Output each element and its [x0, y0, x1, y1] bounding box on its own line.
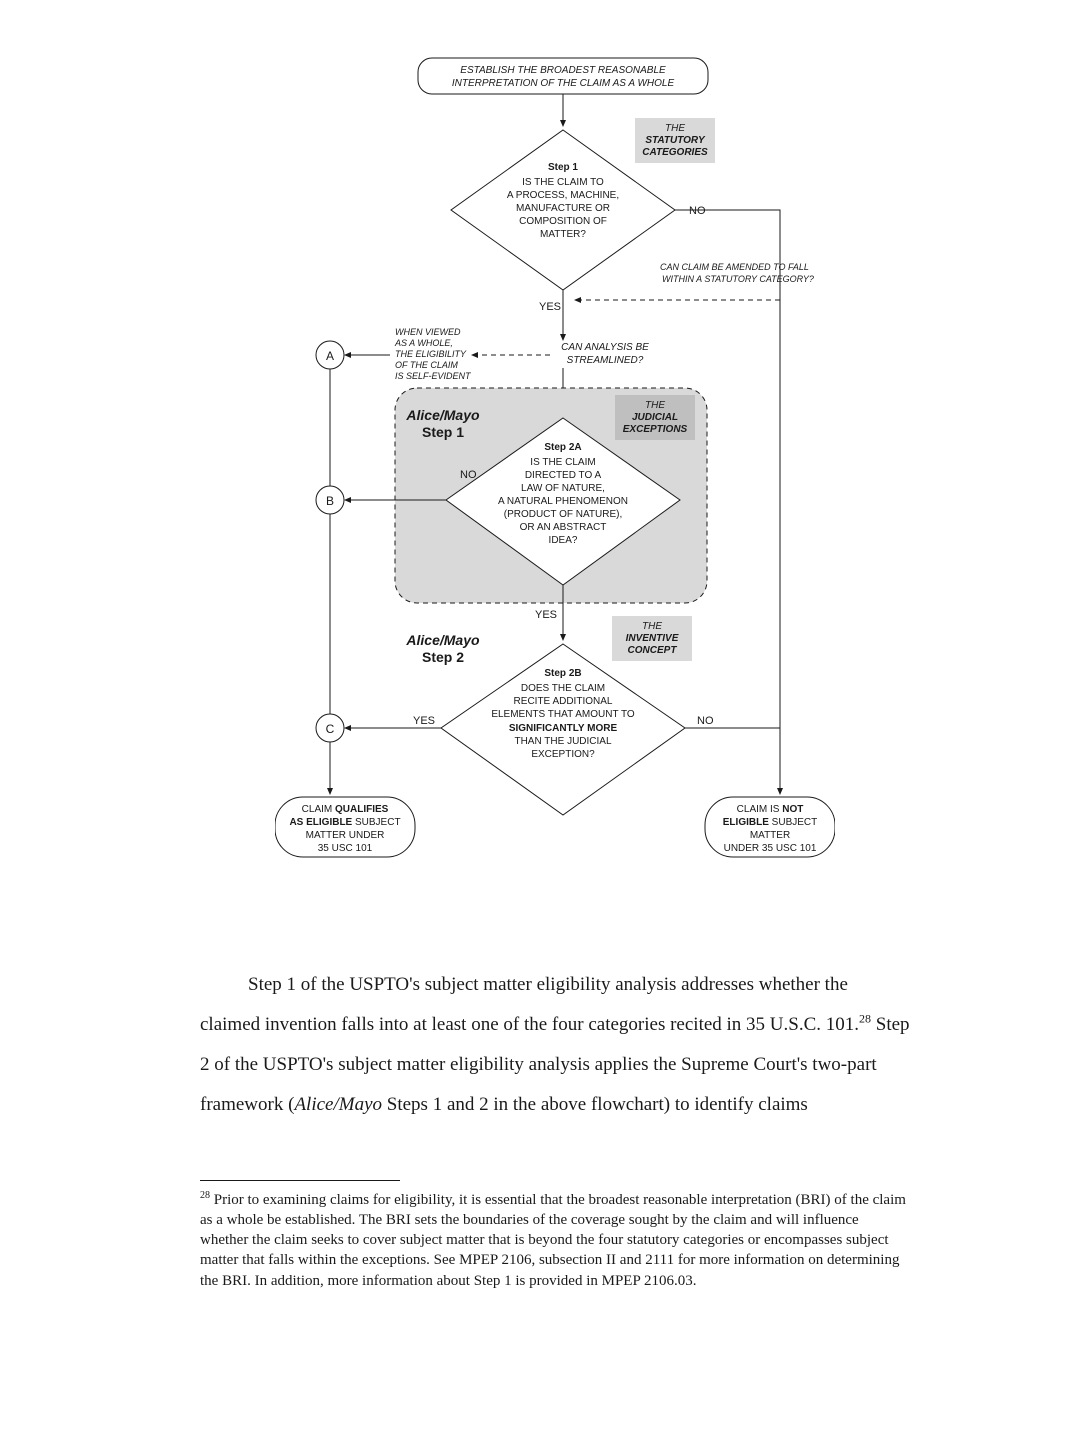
self-evident-text: WHEN VIEWED AS A WHOLE, THE ELIGIBILITY …	[394, 327, 472, 381]
svg-text:AS ELIGIBLE SUBJECT: AS ELIGIBLE SUBJECT	[289, 817, 400, 828]
step2b-no-label: NO	[697, 715, 714, 727]
step2a-yes-label: YES	[535, 609, 557, 621]
step1-l1: IS THE CLAIM TO	[522, 177, 604, 188]
start-text-l1: ESTABLISH THE BROADEST REASONABLE	[460, 65, 666, 76]
selfev-l5: IS SELF-EVIDENT	[395, 371, 472, 381]
start-oval: ESTABLISH THE BROADEST REASONABLE INTERP…	[418, 58, 708, 94]
elig-l2b: SUBJECT	[355, 817, 401, 828]
selfev-l3: THE ELIGIBILITY	[395, 349, 467, 359]
invcon-l3: CONCEPT	[628, 645, 678, 656]
notelig-l1b: NOT	[782, 804, 803, 815]
step1-yes-label: YES	[539, 301, 561, 313]
step2b-l4: THAN THE JUDICIAL	[514, 736, 611, 747]
footnote-ref: 28	[200, 1190, 210, 1201]
am1-l1: Alice/Mayo	[405, 407, 480, 423]
step2b-l1: DOES THE CLAIM	[521, 683, 605, 694]
footnote: 28 Prior to examining claims for eligibi…	[200, 1189, 910, 1291]
circle-A: A	[316, 341, 344, 369]
step2a-l3: LAW OF NATURE,	[521, 483, 605, 494]
footnote-text: Prior to examining claims for eligibilit…	[200, 1192, 906, 1289]
step1-l3: MANUFACTURE OR	[516, 203, 610, 214]
step1-l4: COMPOSITION OF	[519, 216, 607, 227]
page: ESTABLISH THE BROADEST REASONABLE INTERP…	[0, 40, 1080, 1437]
not-eligible-oval: CLAIM IS NOT ELIGIBLE SUBJECT MATTER UND…	[705, 797, 835, 857]
judex-l3: EXCEPTIONS	[623, 424, 688, 435]
elig-l3: MATTER UNDER	[306, 830, 385, 841]
step1-l2: A PROCESS, MACHINE,	[507, 190, 619, 201]
circle-C: C	[316, 714, 344, 742]
body-footref: 28	[859, 1012, 871, 1026]
step2b-l2: RECITE ADDITIONAL	[514, 696, 613, 707]
step2a-no-label: NO	[460, 469, 477, 481]
notelig-l2a: ELIGIBLE	[723, 817, 772, 828]
flowchart-svg: ESTABLISH THE BROADEST REASONABLE INTERP…	[275, 40, 835, 870]
step2a-l6: OR AN ABSTRACT	[520, 522, 607, 533]
stat-categories-box: THE STATUTORY CATEGORIES	[635, 118, 715, 163]
step1-l5: MATTER?	[540, 229, 586, 240]
notelig-l3: MATTER	[750, 830, 790, 841]
step2b-diamond: Step 2B DOES THE CLAIM RECITE ADDITIONAL…	[441, 644, 685, 815]
statcat-l3: CATEGORIES	[642, 147, 708, 158]
amend-l2: WITHIN A STATUTORY CATEGORY?	[662, 274, 814, 284]
step2a-l7: IDEA?	[549, 535, 578, 546]
elig-l2a: AS ELIGIBLE	[289, 817, 355, 828]
statcat-l2: STATUTORY	[645, 135, 706, 146]
invcon-l1: THE	[642, 621, 662, 632]
am2-l1: Alice/Mayo	[405, 632, 480, 648]
step1-no-label: NO	[689, 205, 706, 217]
eligible-oval: CLAIM QUALIFIES AS ELIGIBLE SUBJECT MATT…	[275, 797, 415, 857]
am2-l2: Step 2	[422, 649, 464, 665]
selfev-l4: OF THE CLAIM	[395, 360, 458, 370]
step2b-l3: ELEMENTS THAT AMOUNT TO	[491, 709, 635, 720]
step1-title: Step 1	[548, 162, 578, 173]
elig-l4: 35 USC 101	[318, 843, 373, 854]
step2b-sm: SIGNIFICANTLY MORE	[509, 723, 618, 734]
selfev-l2: AS A WHOLE,	[394, 338, 453, 348]
svg-text:ELIGIBLE SUBJECT: ELIGIBLE SUBJECT	[723, 817, 817, 828]
flowchart-container: ESTABLISH THE BROADEST REASONABLE INTERP…	[275, 40, 835, 875]
selfev-l1: WHEN VIEWED	[395, 327, 461, 337]
step2b-title: Step 2B	[544, 668, 581, 679]
step2a-l5: (PRODUCT OF NATURE),	[504, 509, 623, 520]
step2a-l4: A NATURAL PHENOMENON	[498, 496, 628, 507]
body-paragraph: Step 1 of the USPTO's subject matter eli…	[200, 965, 910, 1125]
circleC-label: C	[326, 722, 335, 736]
elig-l1b: QUALIFIES	[335, 804, 389, 815]
am1-l2: Step 1	[422, 424, 464, 440]
svg-text:CLAIM QUALIFIES: CLAIM QUALIFIES	[302, 804, 389, 815]
statcat-l1: THE	[665, 123, 685, 134]
invcon-l2: INVENTIVE	[626, 633, 679, 644]
start-text-l2: INTERPRETATION OF THE CLAIM AS A WHOLE	[452, 78, 675, 89]
body-p-pre2b: Steps 1 and 2 in the above flowchart) to…	[382, 1094, 808, 1115]
notelig-l2b: SUBJECT	[772, 817, 818, 828]
circleB-label: B	[326, 494, 334, 508]
circle-B: B	[316, 486, 344, 514]
step2a-title: Step 2A	[544, 442, 581, 453]
notelig-l4: UNDER 35 USC 101	[724, 843, 817, 854]
step2b-yes-label: YES	[413, 715, 435, 727]
body-p-pre1: Step 1 of the USPTO's subject matter eli…	[200, 974, 859, 1035]
step2b-l5: EXCEPTION?	[531, 749, 595, 760]
inventive-concept-box: THE INVENTIVE CONCEPT	[612, 616, 692, 661]
stream-l2: STREAMLINED?	[567, 355, 644, 366]
elig-l1a: CLAIM	[302, 804, 335, 815]
body-italic: Alice/Mayo	[294, 1094, 382, 1115]
svg-text:CLAIM IS NOT: CLAIM IS NOT	[737, 804, 804, 815]
step2a-l1: IS THE CLAIM	[530, 457, 595, 468]
judex-l1: THE	[645, 400, 665, 411]
notelig-l1a: CLAIM IS	[737, 804, 783, 815]
circleA-label: A	[326, 349, 334, 363]
judicial-exceptions-box: THE JUDICIAL EXCEPTIONS	[615, 395, 695, 440]
stream-l1: CAN ANALYSIS BE	[561, 342, 649, 353]
footnote-separator	[200, 1180, 400, 1181]
judex-l2: JUDICIAL	[632, 412, 678, 423]
step2a-l2: DIRECTED TO A	[525, 470, 602, 481]
body-text: Step 1 of the USPTO's subject matter eli…	[200, 965, 910, 1125]
amend-l1: CAN CLAIM BE AMENDED TO FALL	[660, 262, 809, 272]
